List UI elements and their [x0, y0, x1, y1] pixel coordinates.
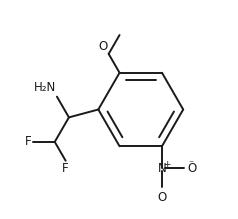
- Text: H₂N: H₂N: [34, 81, 56, 94]
- Text: N: N: [158, 161, 166, 175]
- Text: O: O: [98, 40, 108, 53]
- Text: O: O: [157, 191, 167, 204]
- Text: F: F: [62, 162, 69, 175]
- Text: F: F: [25, 135, 31, 148]
- Text: +: +: [163, 160, 170, 169]
- Text: ⁻: ⁻: [189, 159, 194, 169]
- Text: O: O: [187, 161, 196, 175]
